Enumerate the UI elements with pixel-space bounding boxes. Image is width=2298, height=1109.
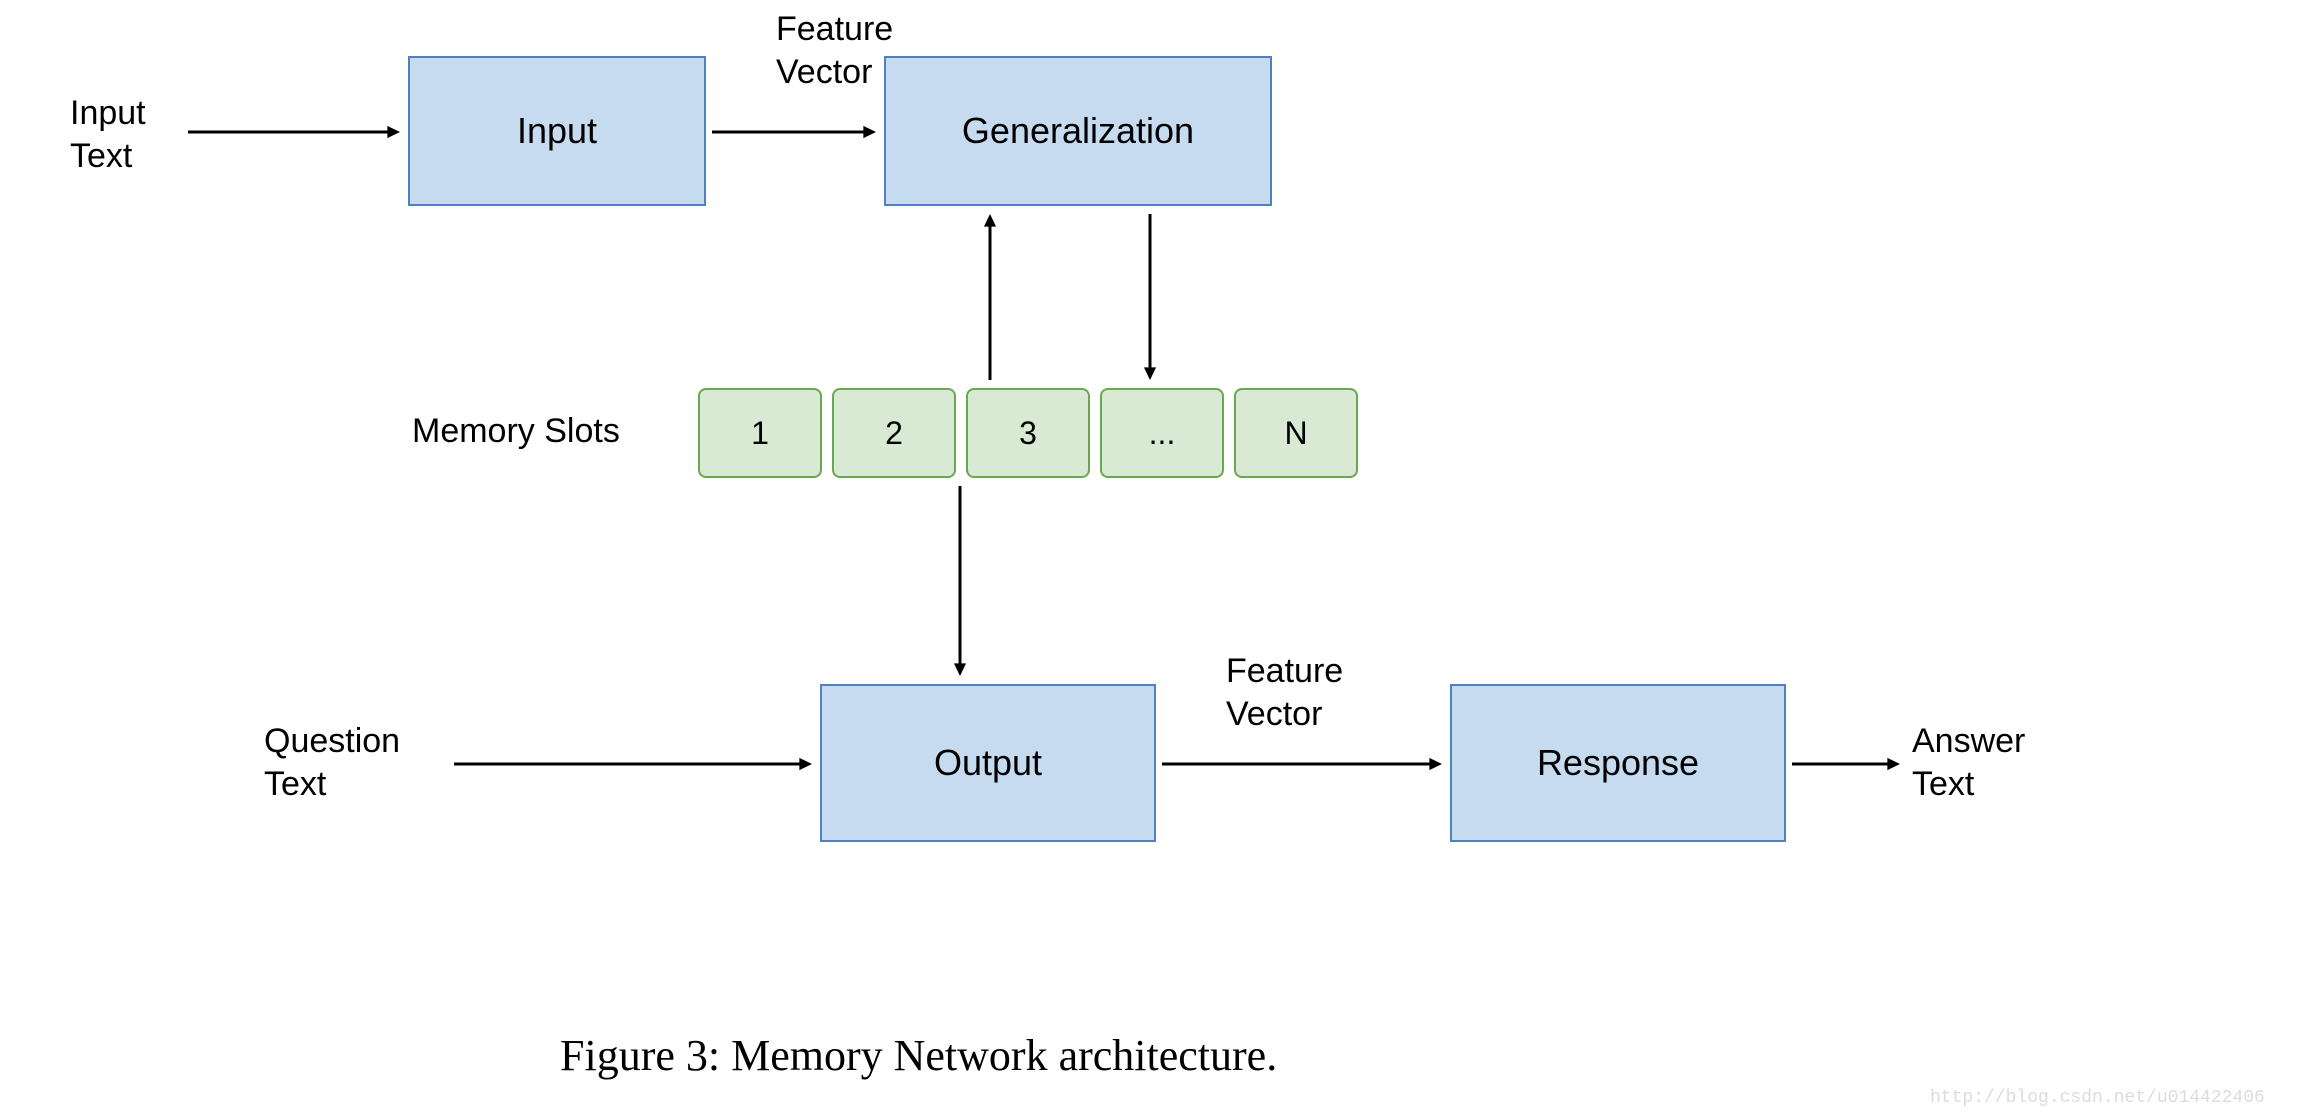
figure-caption: Figure 3: Memory Network architecture. bbox=[560, 1030, 1277, 1081]
arrows-layer bbox=[0, 0, 2298, 1108]
diagram-canvas: Input Generalization Output Response 1 2… bbox=[0, 0, 2298, 1108]
watermark-text: http://blog.csdn.net/u014422406 bbox=[1930, 1088, 2265, 1108]
